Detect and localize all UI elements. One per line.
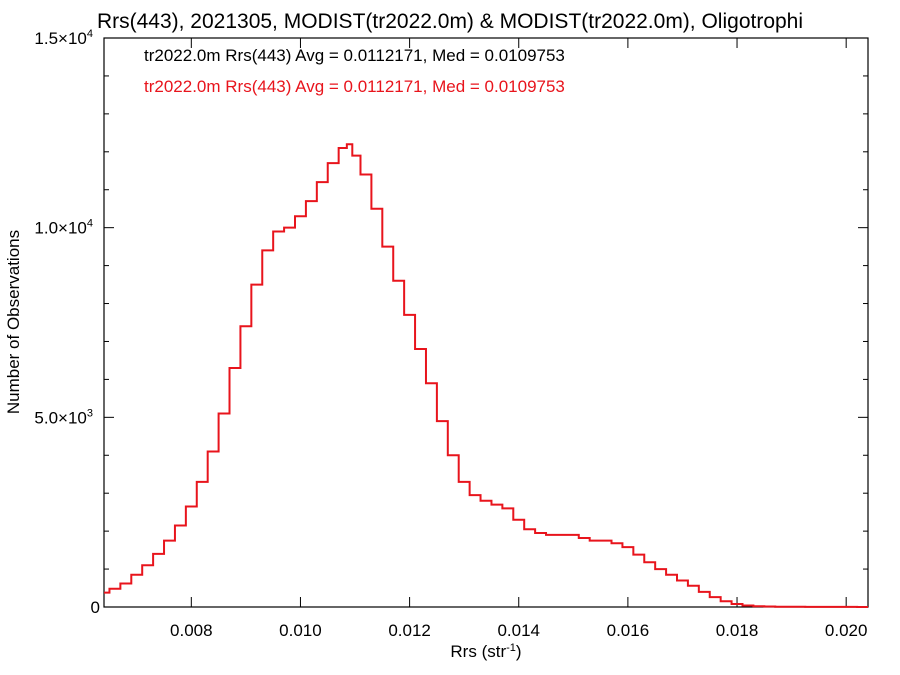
series-layer <box>104 143 868 608</box>
y-tick-label: 1.0×104 <box>34 218 93 238</box>
ticks-layer <box>104 37 868 608</box>
x-tick-label: 0.014 <box>497 621 540 640</box>
y-tick-labels: 0 5.0×103 1.0×104 1.5×104 <box>34 28 100 617</box>
y-tick-label: 1.5×104 <box>34 28 93 48</box>
plot-frame <box>103 37 869 608</box>
x-tick-label: 0.012 <box>388 621 431 640</box>
x-tick-label: 0.008 <box>170 621 213 640</box>
y-axis-label: Number of Observations <box>4 230 23 414</box>
y-tick-label: 0 <box>91 598 100 617</box>
chart-title: Rrs(443), 2021305, MODIST(tr2022.0m) & M… <box>97 10 803 33</box>
plot-area <box>103 37 869 608</box>
x-tick-label: 0.016 <box>607 621 650 640</box>
stats-annotation: tr2022.0m Rrs(443) Avg = 0.0112171, Med … <box>144 46 565 65</box>
y-tick-label: 5.0×103 <box>34 407 93 427</box>
stats-annotation: tr2022.0m Rrs(443) Avg = 0.0112171, Med … <box>144 77 565 96</box>
annotations: tr2022.0m Rrs(443) Avg = 0.0112171, Med … <box>144 46 565 96</box>
x-tick-label: 0.018 <box>716 621 759 640</box>
x-tick-label: 0.020 <box>825 621 868 640</box>
x-tick-label: 0.010 <box>279 621 322 640</box>
x-tick-labels: 0.008 0.010 0.012 0.014 0.016 0.018 0.020 <box>170 621 867 640</box>
series-line <box>104 143 868 608</box>
x-axis-label: Rrs (str-1) <box>450 642 521 661</box>
